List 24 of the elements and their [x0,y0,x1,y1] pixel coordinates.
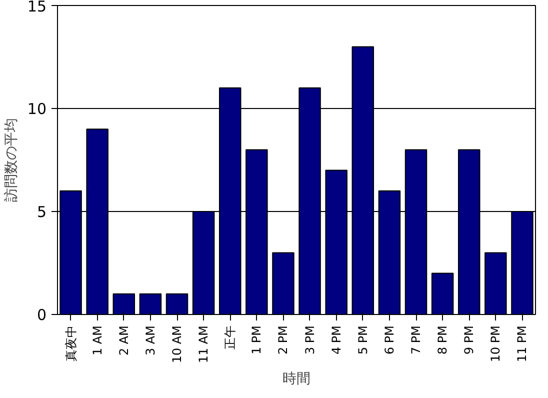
x-tick-label: 2 PM [276,325,290,355]
x-axis-title: 時間 [282,371,310,388]
x-tick-label: 2 AM [116,325,131,356]
x-tick-label: 7 PM [409,325,423,355]
y-axis-title: 訪問数の平均 [3,118,20,202]
x-tick-label: 5 PM [356,325,370,355]
x-tick-label: 真夜中 [64,326,78,362]
x-tick-label: 6 PM [382,325,396,355]
x-tick-label: 11 PM [515,325,530,362]
x-tick-label: 4 PM [329,325,344,355]
x-tick-label: 1 AM [90,325,104,356]
y-tick-label: 15 [27,0,47,16]
x-tick-label: 10 AM [170,325,184,364]
x-tick-label: 3 PM [302,325,317,355]
x-tick-label: 1 PM [250,325,264,355]
x-tick-label: 3 AM [143,325,158,356]
x-tick-label: 10 PM [488,325,503,362]
y-tick-label: 5 [36,203,47,221]
x-tick-label: 8 PM [436,325,450,355]
y-tick-label: 0 [36,306,47,324]
x-tick-label: 9 PM [462,325,476,355]
x-tick-label: 11 AM [196,325,211,364]
y-tick-label: 10 [27,100,47,118]
x-tick-label: 正午 [223,326,238,350]
